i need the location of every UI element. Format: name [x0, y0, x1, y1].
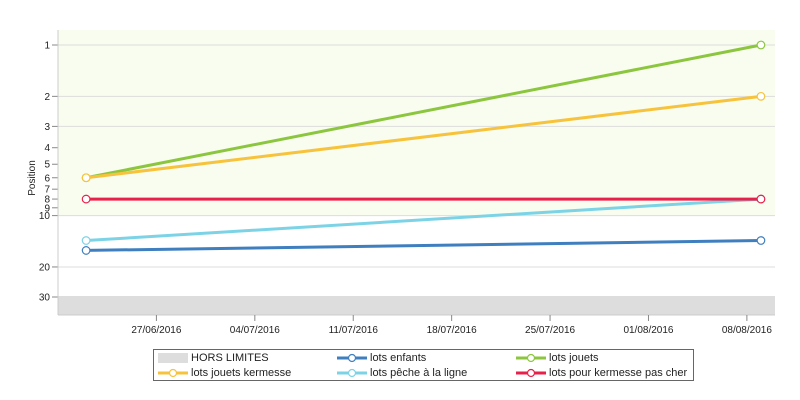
- y-tick-label: 7: [44, 185, 50, 196]
- series-group: [81, 40, 766, 255]
- legend-label: lots pour kermesse pas cher: [549, 367, 688, 379]
- legend-label: lots enfants: [370, 352, 427, 364]
- plot-background: [58, 30, 775, 216]
- x-tick-label: 25/07/2016: [525, 325, 575, 336]
- series-line-lots-jouets-kermesse: [85, 94, 762, 180]
- legend-swatch: [337, 368, 367, 378]
- x-tick-label: 08/08/2016: [722, 325, 772, 336]
- y-tick-label: 6: [44, 173, 50, 184]
- legend-label: lots jouets: [549, 352, 599, 364]
- legend-item-lots-peche-a-la-ligne[interactable]: lots pêche à la ligne: [337, 366, 467, 380]
- legend-item-lots-jouets-kermesse[interactable]: lots jouets kermesse: [158, 366, 291, 380]
- out-of-range-band: [58, 296, 775, 315]
- y-tick-label: 20: [39, 262, 51, 273]
- y-tick-label: 30: [39, 293, 51, 304]
- data-point-lots-jouets[interactable]: [756, 40, 766, 50]
- x-tick-label: 04/07/2016: [230, 325, 280, 336]
- legend-label: HORS LIMITES: [191, 352, 269, 364]
- legend-swatch: [158, 368, 188, 378]
- data-point-lots-pour-kermesse-pas-cher[interactable]: [756, 194, 766, 204]
- y-tick-label: 3: [44, 122, 50, 133]
- data-point-lots-peche-a-la-ligne[interactable]: [81, 236, 91, 245]
- y-tick-label: 10: [39, 211, 51, 222]
- y-axis-title: Position: [27, 160, 38, 196]
- y-tick-label: 8: [44, 195, 50, 206]
- series-line-lots-enfants: [86, 239, 761, 252]
- grid: [58, 44, 775, 298]
- data-point-lots-enfants[interactable]: [756, 236, 766, 245]
- legend-item-lots-pour-kermesse-pas-cher[interactable]: lots pour kermesse pas cher: [516, 366, 687, 380]
- data-point-lots-jouets-kermesse[interactable]: [756, 91, 766, 101]
- x-tick-label: 27/06/2016: [131, 325, 181, 336]
- y-tick-label: 1: [44, 41, 50, 52]
- data-point-lots-jouets-kermesse[interactable]: [81, 173, 91, 183]
- data-point-lots-enfants[interactable]: [81, 246, 91, 255]
- x-axis: 27/06/2016 04/07/2016 11/07/2016 18/07/2016…: [58, 314, 775, 336]
- data-point-lots-pour-kermesse-pas-cher[interactable]: [81, 194, 91, 204]
- legend-label: lots jouets kermesse: [191, 367, 292, 379]
- legend-item-lots-jouets[interactable]: lots jouets: [516, 351, 599, 365]
- legend-swatch: [158, 353, 188, 363]
- x-tick-label: 18/07/2016: [427, 325, 477, 336]
- legend-swatch: [516, 368, 546, 378]
- y-tick-label: 9: [44, 203, 50, 214]
- y-tick-label: 5: [44, 160, 50, 171]
- legend-label: lots pêche à la ligne: [370, 367, 468, 379]
- series-line-lots-peche-a-la-ligne: [86, 197, 762, 243]
- legend-item-hors-limites[interactable]: HORS LIMITES: [158, 351, 269, 365]
- legend-swatch: [516, 353, 546, 363]
- x-tick-label: 11/07/2016: [329, 325, 379, 336]
- legend-item-lots-enfants[interactable]: lots enfants: [337, 351, 426, 365]
- series-line-lots-jouets: [85, 43, 762, 180]
- legend: HORS LIMITES lots enfants lots jouets lots …: [153, 349, 694, 381]
- y-tick-label: 4: [44, 143, 50, 154]
- legend-swatch: [337, 353, 367, 363]
- y-tick-label: 2: [44, 92, 50, 103]
- x-tick-label: 01/08/2016: [623, 325, 673, 336]
